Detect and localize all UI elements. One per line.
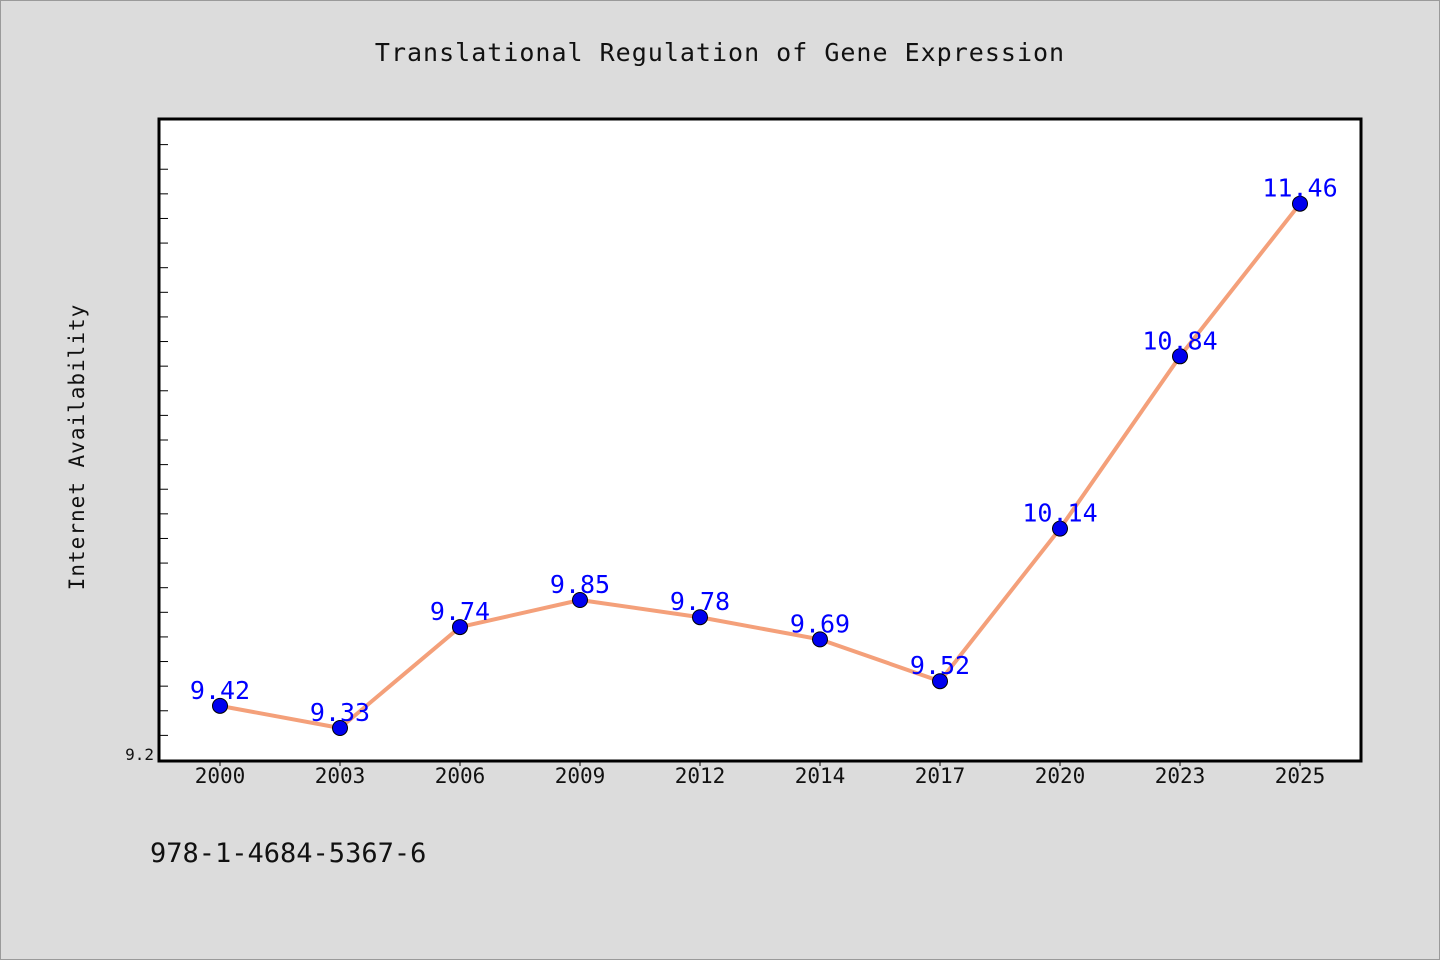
x-axis: 2000 2003 2006 2009 2012 2014 2017 2020 2023 2025 — [195, 760, 1326, 788]
data-point — [452, 619, 468, 636]
data-label: 10.84 — [1142, 326, 1217, 355]
chart-title: Translational Regulation of Gene Express… — [375, 38, 1065, 67]
data-label: 9.69 — [790, 609, 850, 638]
y-axis-ticks: 9.2 — [125, 144, 168, 764]
data-label: 9.42 — [190, 676, 250, 705]
y-axis-label: Internet Availability — [65, 304, 89, 591]
x-tick-label: 2025 — [1275, 764, 1326, 788]
data-point — [212, 697, 228, 714]
data-point — [1172, 348, 1188, 365]
data-point — [572, 592, 588, 608]
x-tick-label: 2014 — [795, 764, 846, 788]
series-line — [218, 201, 1302, 730]
data-label: 9.52 — [910, 651, 970, 680]
data-point — [1052, 520, 1068, 537]
data-label: 10.14 — [1022, 499, 1097, 528]
data-point — [932, 673, 948, 690]
data-label: 9.78 — [670, 587, 730, 616]
y-tick-label: 9.2 — [125, 745, 154, 764]
data-point — [812, 631, 828, 648]
data-point — [692, 609, 708, 626]
data-point — [1292, 195, 1308, 212]
x-tick-label: 2020 — [1035, 764, 1086, 788]
data-label: 9.74 — [430, 597, 490, 626]
x-tick-label: 2000 — [195, 764, 246, 788]
series-group: 9.42 9.33 9.74 9.85 9.78 9.69 9.52 10.14 10.84 11… — [190, 174, 1338, 736]
data-label: 9.33 — [310, 698, 370, 727]
plot-area — [157, 117, 1363, 763]
data-label: 11.46 — [1262, 174, 1337, 203]
x-tick-label: 2009 — [555, 764, 606, 788]
isbn-footer: 978-1-4684-5367-6 — [150, 838, 426, 869]
x-tick-label: 2023 — [1155, 764, 1206, 788]
data-point — [332, 720, 348, 736]
x-tick-label: 2017 — [915, 764, 966, 788]
x-tick-label: 2012 — [675, 764, 726, 788]
data-label: 9.85 — [550, 570, 610, 599]
x-tick-label: 2006 — [435, 764, 486, 788]
x-tick-label: 2003 — [315, 764, 366, 788]
